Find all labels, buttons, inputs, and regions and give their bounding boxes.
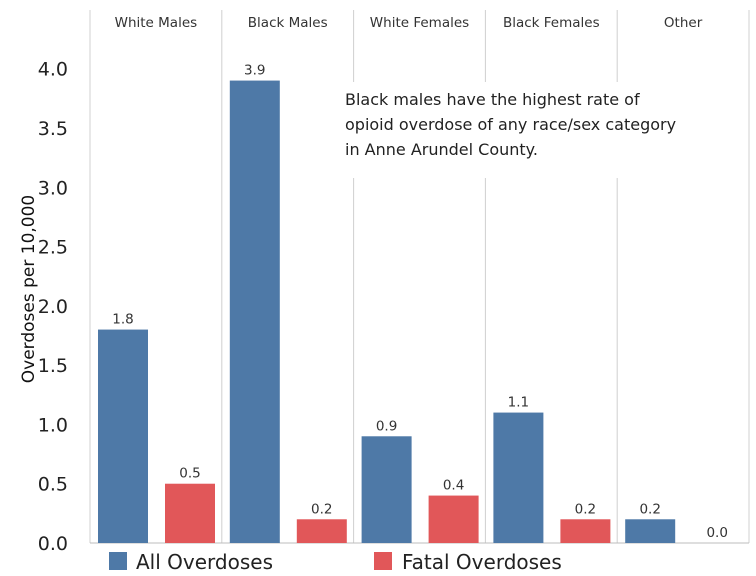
legend: All Overdoses Fatal Overdoses xyxy=(109,550,562,574)
y-tick-label: 1.0 xyxy=(38,414,68,436)
data-labels: 1.8 3.9 0.9 1.1 0.2 0.5 0.2 0.4 0.2 0.0 xyxy=(112,63,728,541)
y-tick-label: 2.5 xyxy=(38,237,68,259)
bar xyxy=(625,519,676,543)
data-label: 3.9 xyxy=(244,63,265,79)
data-label: 0.2 xyxy=(639,501,660,517)
data-label: 0.5 xyxy=(179,466,200,482)
data-label: 0.2 xyxy=(311,501,332,517)
legend-swatch-fatal-overdoses xyxy=(374,552,392,570)
legend-swatch-all-overdoses xyxy=(109,552,127,570)
data-label: 1.1 xyxy=(508,395,529,411)
y-tick-label: 3.0 xyxy=(38,177,68,199)
data-label: 0.9 xyxy=(376,418,397,434)
category-header: Black Males xyxy=(248,15,328,31)
category-header: Black Females xyxy=(503,15,600,31)
y-tick-label: 4.0 xyxy=(38,59,68,81)
annotation-line-2: opioid overdose of any race/sex category xyxy=(345,115,676,134)
bar xyxy=(296,519,347,543)
annotation: Black males have the highest rate of opi… xyxy=(340,82,720,178)
category-headers: White Males Black Males White Females Black… xyxy=(115,15,703,31)
category-header: White Females xyxy=(370,15,469,31)
y-tick-label: 2.0 xyxy=(38,296,68,318)
data-label: 0.2 xyxy=(575,501,596,517)
bar xyxy=(165,483,215,543)
bar xyxy=(493,412,544,543)
annotation-line-1: Black males have the highest rate of xyxy=(345,90,640,109)
y-tick-label: 3.5 xyxy=(38,118,68,140)
bar xyxy=(361,436,412,543)
bar xyxy=(98,329,148,543)
annotation-line-3: in Anne Arundel County. xyxy=(345,140,538,159)
y-axis-ticks: 0.0 0.5 1.0 1.5 2.0 2.5 3.0 3.5 4.0 xyxy=(38,59,68,555)
category-header: White Males xyxy=(115,15,198,31)
legend-label-all-overdoses: All Overdoses xyxy=(136,550,273,574)
bars xyxy=(98,80,676,544)
bar xyxy=(229,80,280,544)
y-tick-label: 0.0 xyxy=(38,533,68,555)
y-tick-label: 1.5 xyxy=(38,355,68,377)
category-header: Other xyxy=(664,15,703,31)
y-tick-label: 0.5 xyxy=(38,474,68,496)
data-label: 1.8 xyxy=(112,312,133,328)
data-label: 0.0 xyxy=(706,525,727,541)
annotation-background xyxy=(340,82,720,178)
y-axis-label: Overdoses per 10,000 xyxy=(19,195,39,384)
data-label: 0.4 xyxy=(443,478,464,494)
bar xyxy=(428,495,479,543)
bar xyxy=(560,519,611,543)
legend-label-fatal-overdoses: Fatal Overdoses xyxy=(402,550,562,574)
